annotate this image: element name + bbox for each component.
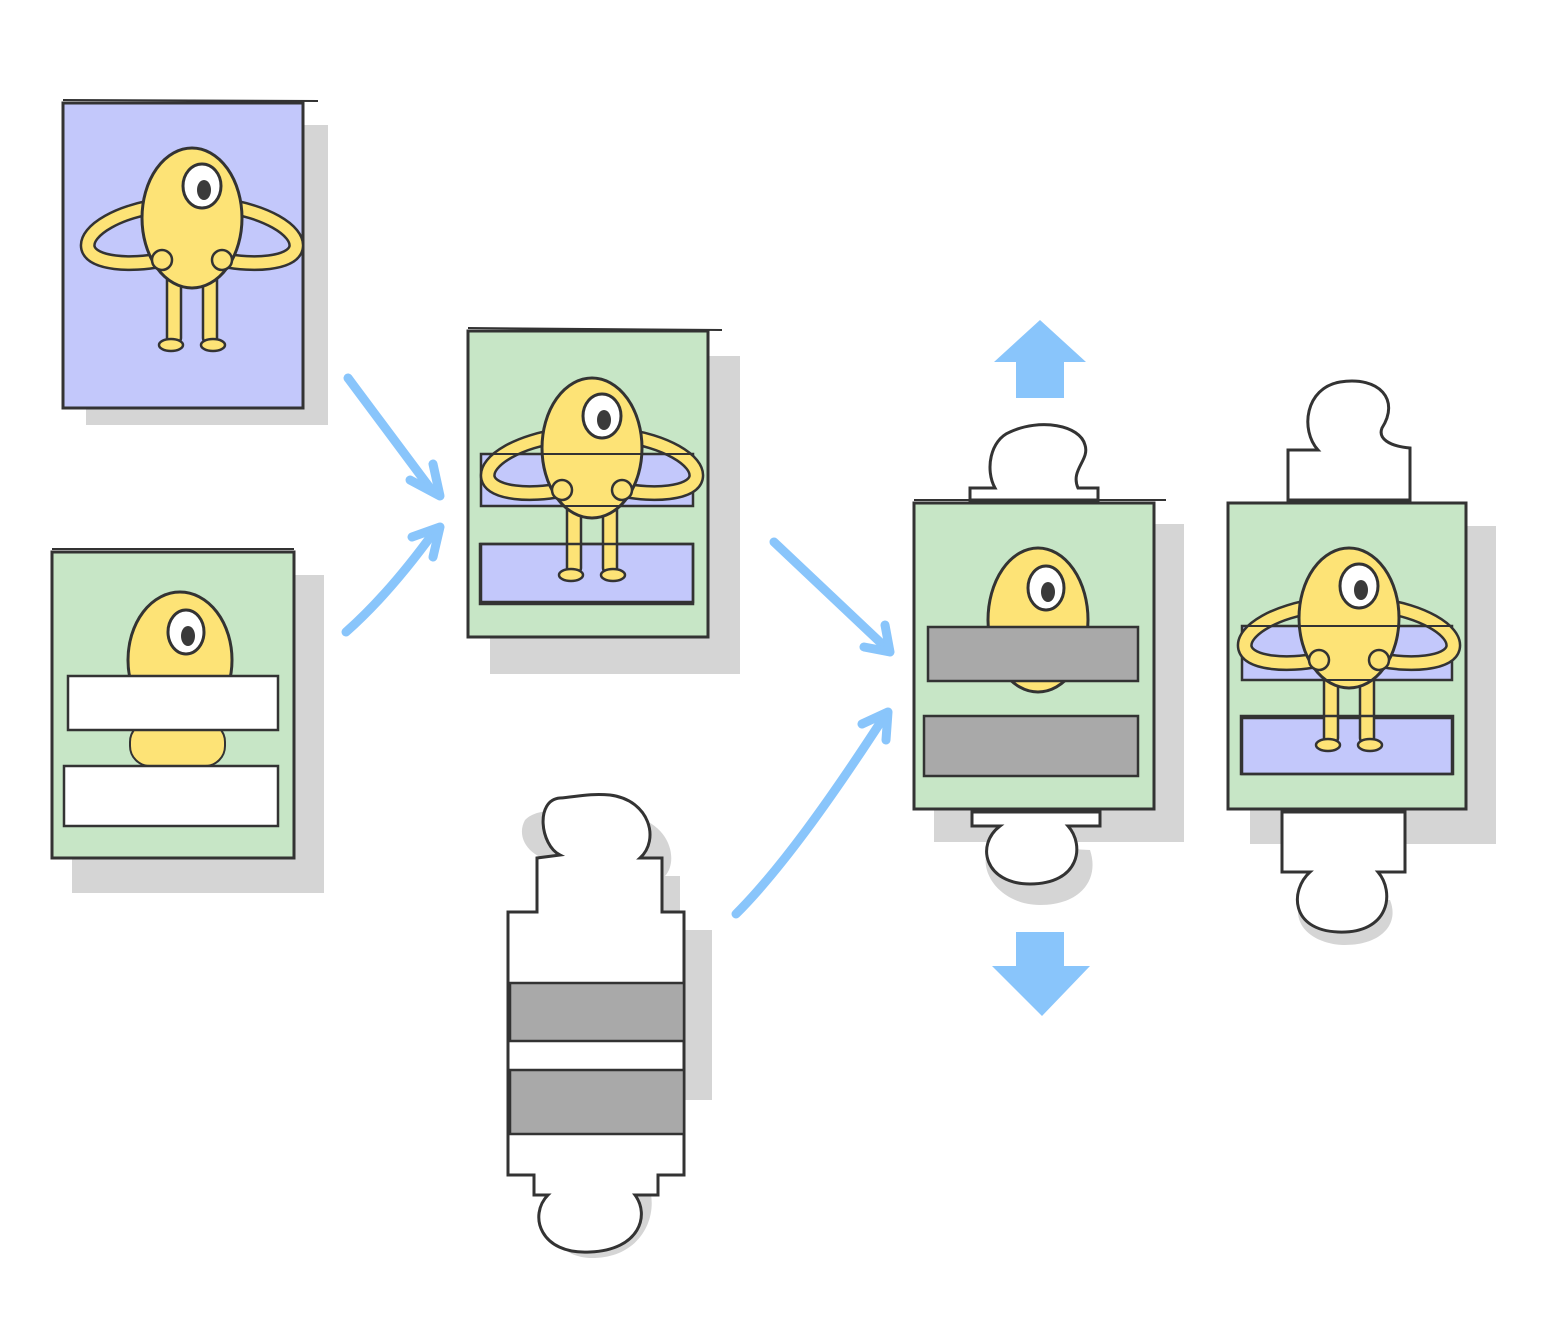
white-mask-bar-top xyxy=(66,674,280,732)
gray-bar-bottom xyxy=(508,1068,686,1136)
arrow-composite-to-gray xyxy=(769,537,895,657)
gray-bar-bottom xyxy=(922,714,1140,778)
frame-gray-bars xyxy=(912,423,1184,905)
white-mask-bar-bottom xyxy=(62,764,280,828)
gray-bar-top xyxy=(508,981,686,1043)
arrow-green-to-composite xyxy=(341,522,445,637)
frame-character-green-white-bars xyxy=(50,548,324,893)
frame-composite xyxy=(466,327,740,674)
frame-character-purple xyxy=(61,99,328,425)
gray-bar-top xyxy=(926,625,1140,683)
puzzle-tab-top xyxy=(968,423,1100,502)
up-arrow-icon xyxy=(994,320,1086,398)
down-arrow-icon xyxy=(992,932,1090,1016)
arrow-purple-to-composite xyxy=(343,373,445,501)
puzzle-mask-piece xyxy=(506,792,712,1259)
arrow-piece-to-gray xyxy=(731,707,893,919)
frame-final-composite xyxy=(1226,379,1496,945)
puzzle-tab-bottom xyxy=(970,810,1102,886)
puzzle-tab-top xyxy=(1286,379,1412,502)
puzzle-tab-bottom xyxy=(1280,810,1407,934)
